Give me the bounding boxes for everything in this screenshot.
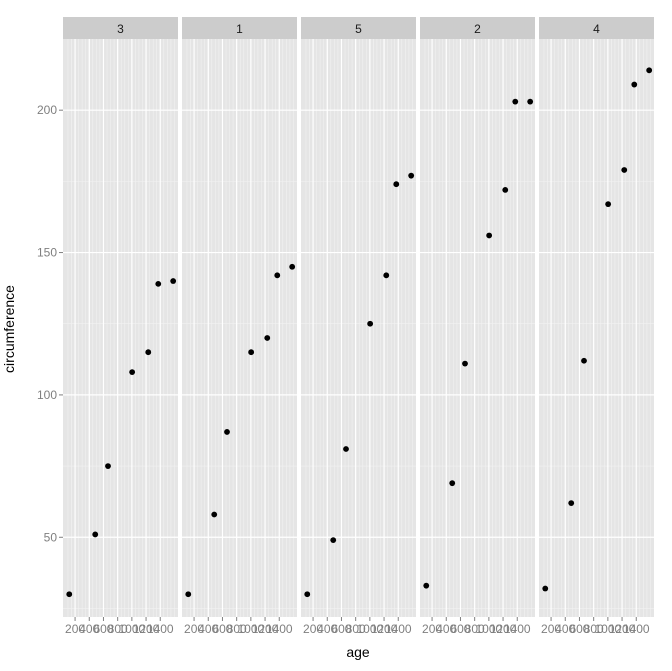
data-point <box>502 187 509 193</box>
x-tick-label: 1200 <box>133 622 160 636</box>
facet-strip <box>63 17 178 39</box>
data-point <box>408 172 415 179</box>
x-tick-label: 800 <box>346 622 366 636</box>
facet-strip <box>420 17 535 39</box>
data-point <box>145 349 152 356</box>
x-tick-label: 400 <box>79 622 99 636</box>
x-tick-label: 800 <box>227 622 247 636</box>
x-tick-label: 600 <box>450 622 470 636</box>
data-point <box>185 591 192 598</box>
x-tick-label: 1000 <box>595 622 622 636</box>
x-tick-label: 400 <box>436 622 456 636</box>
data-point <box>449 480 456 487</box>
data-point <box>330 537 337 544</box>
x-tick-label: 800 <box>584 622 604 636</box>
data-point <box>92 531 99 538</box>
x-tick-label: 1000 <box>119 622 146 636</box>
y-tick-label: 100 <box>37 388 57 402</box>
x-tick-label: 200 <box>541 622 561 636</box>
data-point <box>581 357 587 364</box>
facet-strip-label: 2 <box>474 22 481 36</box>
facet-strip-label: 1 <box>236 22 243 36</box>
x-tick-label: 800 <box>108 622 128 636</box>
x-tick-label: 200 <box>422 622 442 636</box>
x-tick-label: 600 <box>212 622 232 636</box>
facet-strip <box>539 17 654 39</box>
data-point <box>289 263 296 270</box>
x-axis-title: age <box>346 644 370 660</box>
facet-strip <box>182 17 297 39</box>
data-point <box>274 272 281 279</box>
x-tick-label: 400 <box>555 622 575 636</box>
facet-strip-label: 4 <box>593 22 600 36</box>
x-tick-label: 600 <box>331 622 351 636</box>
x-tick-label: 1400 <box>266 622 293 636</box>
data-point <box>170 278 177 284</box>
facet-strip-label: 5 <box>355 22 362 36</box>
y-tick-label: 50 <box>44 530 58 544</box>
data-point <box>646 67 653 74</box>
x-tick-label: 200 <box>184 622 204 636</box>
data-point <box>66 591 73 598</box>
x-tick-label: 1000 <box>357 622 384 636</box>
data-point <box>155 280 162 287</box>
x-tick-label: 1200 <box>371 622 398 636</box>
x-tick-label: 200 <box>303 622 323 636</box>
data-point <box>211 511 218 518</box>
data-point <box>542 585 549 592</box>
x-tick-label: 1200 <box>609 622 636 636</box>
x-tick-label: 800 <box>465 622 485 636</box>
x-tick-label: 600 <box>569 622 589 636</box>
data-point <box>304 591 311 598</box>
facet-strip-label: 3 <box>117 22 124 36</box>
y-tick-label: 200 <box>37 103 57 117</box>
x-tick-label: 1200 <box>490 622 517 636</box>
data-point <box>486 232 493 239</box>
data-point <box>383 272 390 279</box>
x-tick-label: 1000 <box>476 622 503 636</box>
data-point <box>631 81 638 88</box>
data-point <box>248 349 255 356</box>
y-axis: 50 100 150 200 <box>37 103 63 544</box>
data-point <box>605 201 612 208</box>
data-point <box>527 98 534 105</box>
facet-panels: 3200400600800100012001400120040060080010… <box>63 17 654 636</box>
y-axis-title: circumference <box>1 285 17 373</box>
facet-strip <box>301 17 416 39</box>
x-tick-label: 200 <box>65 622 85 636</box>
x-tick-label: 1400 <box>623 622 650 636</box>
x-tick-label: 1000 <box>238 622 265 636</box>
y-tick-label: 150 <box>37 246 57 260</box>
x-tick-label: 1400 <box>385 622 412 636</box>
data-point <box>264 335 271 341</box>
x-tick-label: 600 <box>93 622 113 636</box>
x-tick-label: 1400 <box>504 622 531 636</box>
data-point <box>512 98 519 105</box>
data-point <box>367 320 374 327</box>
data-point <box>423 582 430 589</box>
data-point <box>105 463 111 469</box>
data-point <box>568 500 575 507</box>
data-point <box>621 167 628 173</box>
x-tick-label: 1400 <box>147 622 174 636</box>
data-point <box>129 369 136 376</box>
data-point <box>462 360 468 367</box>
data-point <box>224 429 230 435</box>
x-tick-label: 400 <box>198 622 218 636</box>
x-tick-label: 400 <box>317 622 337 636</box>
x-tick-label: 1200 <box>252 622 279 636</box>
data-point <box>343 446 349 452</box>
data-point <box>393 181 400 188</box>
